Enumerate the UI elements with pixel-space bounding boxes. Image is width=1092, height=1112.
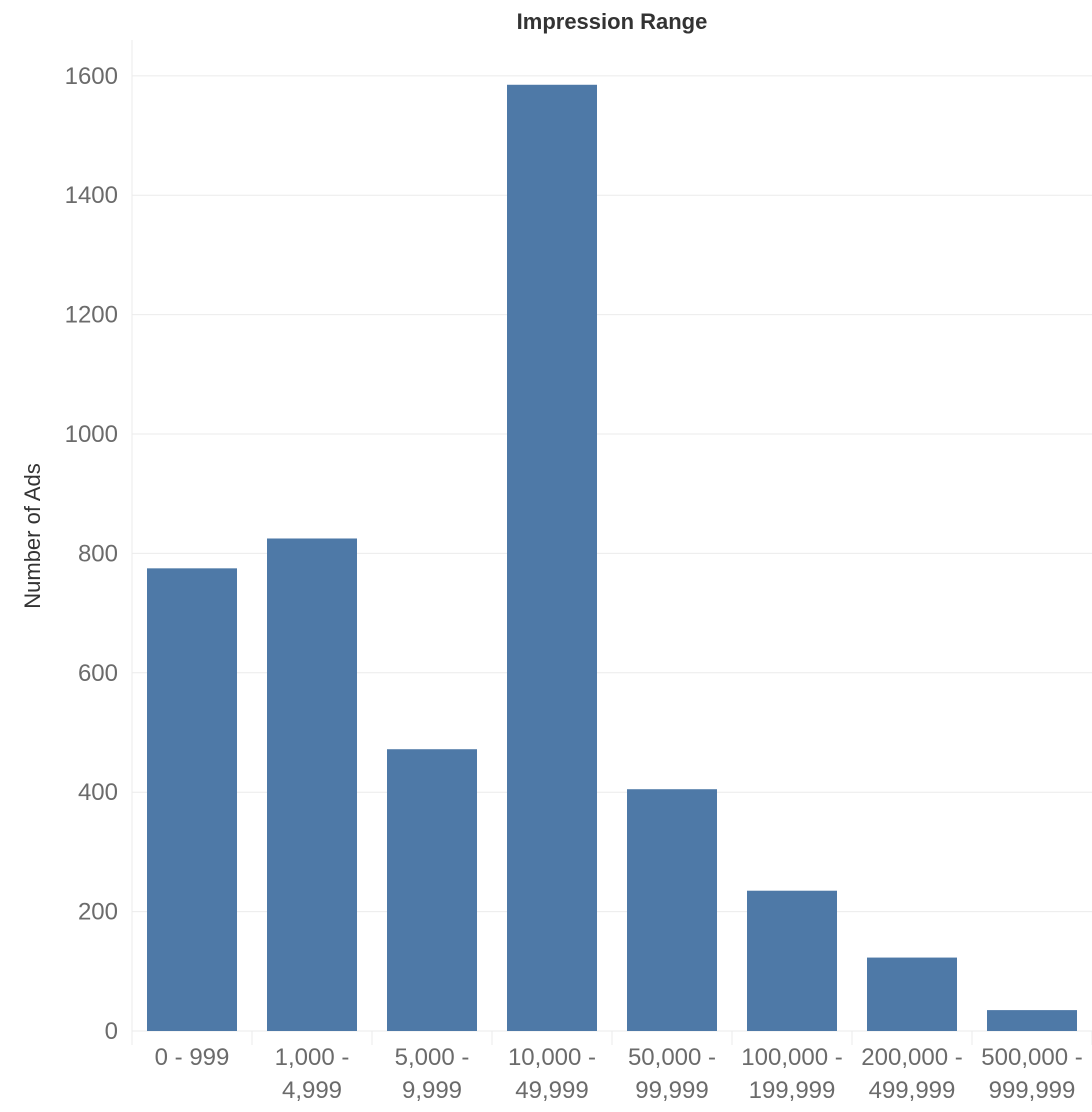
x-tick-label-line: 199,999 [749, 1077, 836, 1104]
bar[interactable] [987, 1010, 1077, 1031]
x-tick-label: 0 - 999 [155, 1044, 230, 1071]
x-tick-label-line: 50,000 - [628, 1044, 716, 1071]
bars-layer [147, 84, 1077, 1031]
x-tick-label-line: 499,999 [869, 1077, 956, 1104]
bar[interactable] [507, 84, 597, 1031]
y-tick-label: 1600 [65, 63, 118, 90]
y-tick-label: 200 [78, 899, 118, 926]
bar[interactable] [747, 890, 837, 1031]
x-tick-label: 200,000 - 499,999 [861, 1044, 962, 1104]
y-tick-label: 1000 [65, 421, 118, 448]
x-tick-label-line: 10,000 - [508, 1044, 596, 1071]
x-axis: 0 - 999 1,000 - 4,999 5,000 - 9,999 10,000 - 4… [155, 1044, 1083, 1104]
x-tick-label-line: 99,999 [635, 1077, 708, 1104]
x-tick-label: 5,000 - 9,999 [395, 1044, 470, 1104]
bar[interactable] [387, 749, 477, 1031]
y-tick-label: 600 [78, 660, 118, 687]
y-tick-label: 0 [105, 1018, 118, 1045]
x-tick-label: 100,000 - 199,999 [741, 1044, 842, 1104]
y-tick-label: 1400 [65, 182, 118, 209]
x-tick-label: 1,000 - 4,999 [275, 1044, 350, 1104]
y-axis: 0 200 400 600 800 1000 1200 1400 1600 [65, 63, 118, 1045]
bar[interactable] [627, 789, 717, 1031]
y-tick-label: 800 [78, 540, 118, 567]
x-tick-label: 50,000 - 99,999 [628, 1044, 716, 1104]
x-tick-label-line: 100,000 - [741, 1044, 842, 1071]
x-tick-label: 10,000 - 49,999 [508, 1044, 596, 1104]
x-tick-label-line: 999,999 [989, 1077, 1076, 1104]
y-tick-label: 1200 [65, 302, 118, 329]
x-tick-label-line: 49,999 [515, 1077, 588, 1104]
y-axis-title: Number of Ads [20, 463, 45, 609]
chart-title: Impression Range [517, 9, 708, 34]
x-tick-label-line: 0 - 999 [155, 1044, 230, 1071]
x-tick-label-line: 5,000 - [395, 1044, 470, 1071]
x-tick-label-line: 4,999 [282, 1077, 342, 1104]
x-tick-label-line: 9,999 [402, 1077, 462, 1104]
x-tick-label-line: 500,000 - [981, 1044, 1082, 1071]
bar[interactable] [267, 538, 357, 1031]
x-tick-label-line: 1,000 - [275, 1044, 350, 1071]
bar[interactable] [867, 957, 957, 1031]
x-tick-label-line: 200,000 - [861, 1044, 962, 1071]
y-tick-label: 400 [78, 779, 118, 806]
x-tick-label: 500,000 - 999,999 [981, 1044, 1082, 1104]
bar[interactable] [147, 568, 237, 1031]
